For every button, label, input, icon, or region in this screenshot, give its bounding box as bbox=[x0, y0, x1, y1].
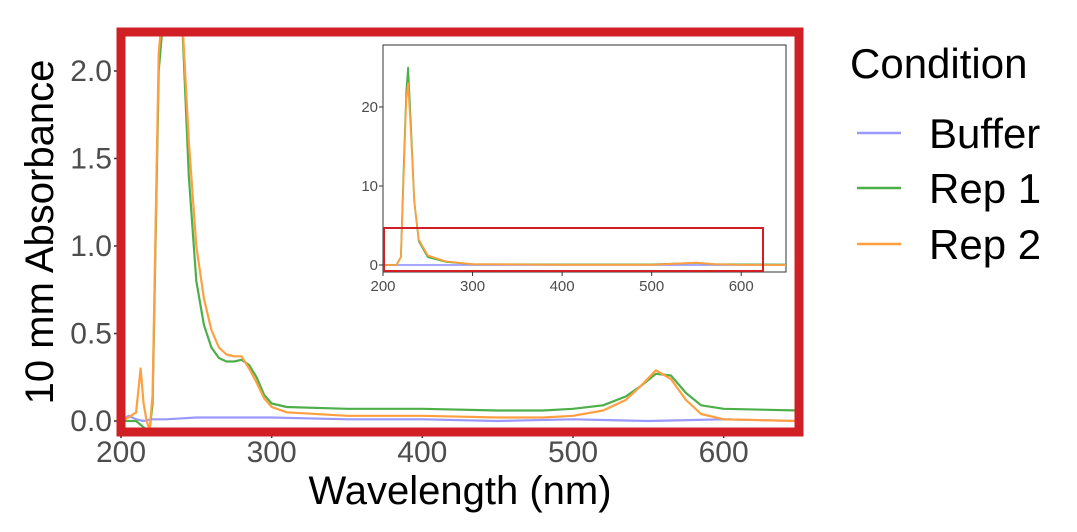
inset-x-tick-label: 400 bbox=[550, 278, 575, 295]
x-tick-label: 300 bbox=[247, 436, 297, 469]
y-tick-label: 0.0 bbox=[70, 405, 112, 438]
main-series-group bbox=[121, 32, 799, 431]
main-series-buffer bbox=[121, 414, 799, 423]
inset-y-tick-label: 10 bbox=[361, 178, 378, 195]
inset-y-tick-label: 0 bbox=[370, 257, 378, 274]
inset-series-rep-2 bbox=[383, 82, 786, 266]
legend-label-rep-1: Rep 1 bbox=[929, 165, 1041, 212]
main-highlight-border bbox=[116, 27, 804, 437]
inset-x-tick-label: 600 bbox=[729, 278, 754, 295]
inset-plot-area: 0 10 20 200 300 400 500 600 bbox=[361, 44, 787, 295]
inset-zoom-region-box bbox=[383, 227, 764, 272]
y-axis-title: 10 mm Absorbance bbox=[18, 60, 62, 405]
x-axis-title: Wavelength (nm) bbox=[308, 469, 611, 513]
legend-item-buffer: Buffer bbox=[857, 110, 1040, 157]
x-tick-label: 400 bbox=[397, 436, 447, 469]
y-tick-label: 0.5 bbox=[70, 318, 112, 351]
y-tick-label: 2.0 bbox=[70, 55, 112, 88]
inset-x-tick-label: 500 bbox=[639, 278, 664, 295]
main-series-rep-2 bbox=[121, 32, 799, 431]
inset-series-group bbox=[383, 66, 786, 266]
y-tick-label: 1.0 bbox=[70, 230, 112, 263]
legend-label-buffer: Buffer bbox=[929, 110, 1040, 157]
legend-item-rep-2: Rep 2 bbox=[857, 221, 1041, 268]
inset-y-tick-label: 20 bbox=[361, 99, 378, 116]
x-tick-label: 500 bbox=[548, 436, 598, 469]
inset-x-tick-label: 200 bbox=[370, 278, 395, 295]
legend-title: Condition bbox=[850, 40, 1027, 87]
x-tick-label: 200 bbox=[96, 436, 146, 469]
inset-panel-background bbox=[382, 44, 787, 273]
inset-x-tick-label: 300 bbox=[460, 278, 485, 295]
x-tick-label: 600 bbox=[699, 436, 749, 469]
legend-item-rep-1: Rep 1 bbox=[857, 165, 1041, 212]
legend-label-rep-2: Rep 2 bbox=[929, 221, 1041, 268]
legend: Condition Buffer Rep 1 Rep 2 bbox=[850, 40, 1041, 268]
y-tick-label: 1.5 bbox=[70, 143, 112, 176]
